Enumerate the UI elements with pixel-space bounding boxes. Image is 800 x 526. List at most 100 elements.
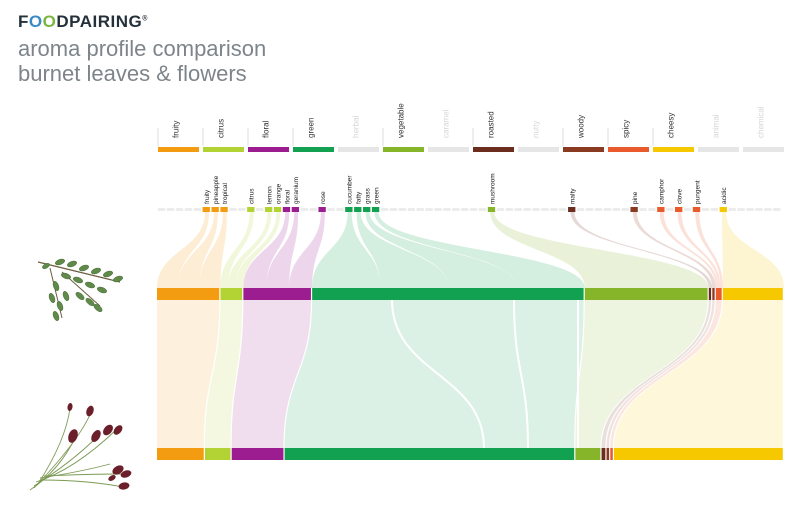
component-marker-pungent — [692, 207, 701, 212]
family-bar-woody — [563, 147, 604, 152]
bar-segment-vegetable — [575, 448, 601, 460]
component-marker-lemon — [264, 207, 273, 212]
flow-ribbon — [231, 300, 311, 448]
component-slot — [407, 208, 415, 211]
component-label-rose: rose — [320, 191, 327, 204]
flow-ribbon — [220, 212, 254, 288]
flow-ribbon — [235, 212, 281, 288]
flow-ribbon — [284, 300, 584, 448]
component-label-green: green — [373, 187, 380, 204]
component-slot — [380, 208, 389, 211]
component-slot — [166, 208, 175, 211]
flow-separator — [513, 299, 529, 449]
component-label-citrus: citrus — [249, 188, 256, 204]
bar-segment-citrus — [204, 448, 231, 460]
component-slot — [728, 208, 736, 211]
family-label-nutty: nutty — [532, 121, 541, 138]
component-slot — [425, 208, 433, 211]
flow-ribbon — [266, 212, 299, 288]
family-bar-spicy — [608, 147, 649, 152]
bar-segment-green — [312, 288, 584, 300]
component-slot — [773, 208, 781, 211]
page-title: aroma profile comparison — [18, 36, 267, 61]
component-marker-tropical — [220, 207, 228, 212]
component-slot — [175, 208, 184, 211]
component-label-tropical: tropical — [222, 182, 229, 204]
bar-segment-spicy — [610, 448, 613, 460]
component-layer: fruity pineapple tropical citrus lemon orange… — [158, 173, 781, 212]
family-label-herbal: herbal — [352, 116, 361, 138]
component-slot — [238, 208, 246, 211]
foodpairing-logo[interactable]: FOODPAIRING® — [18, 12, 148, 32]
component-marker-green — [371, 207, 380, 212]
flow-ribbon — [199, 212, 227, 288]
component-slot — [327, 208, 335, 211]
family-bar-floral — [248, 147, 289, 152]
flow-ribbon — [614, 300, 783, 448]
flow-ribbon — [374, 212, 585, 288]
logo-rest: DPAIRING — [56, 12, 143, 31]
component-label-camphor: camphor — [659, 178, 666, 204]
family-bar-citrus — [203, 147, 244, 152]
component-slot — [621, 208, 629, 211]
component-label-mushroom: mushroom — [489, 173, 496, 204]
flow-ribbon — [157, 212, 210, 288]
component-slot — [300, 208, 308, 211]
component-slot — [550, 208, 558, 211]
component-marker-pineapple — [211, 207, 219, 212]
family-bar-herbal — [338, 147, 379, 152]
component-label-lemon: lemon — [266, 186, 273, 204]
component-slot — [594, 208, 603, 211]
bar-segment-green — [284, 448, 575, 460]
bar-segment-spicy — [715, 288, 722, 300]
family-label-fruity: fruity — [172, 121, 181, 138]
component-marker-acidic — [719, 207, 727, 212]
flow-ribbon — [157, 300, 220, 448]
component-slot — [764, 208, 772, 211]
logo-o2: O — [42, 12, 57, 31]
logo-f: F — [18, 12, 29, 31]
family-label-spicy: spicy — [622, 120, 631, 138]
component-slot — [576, 208, 585, 211]
family-bar-nutty — [518, 147, 559, 152]
flow-separator — [391, 299, 485, 449]
component-slot — [505, 208, 513, 211]
component-slot — [443, 208, 451, 211]
family-bar-cheesy — [653, 147, 694, 152]
flow-ribbon — [677, 212, 721, 288]
flow-ribbon — [228, 212, 272, 288]
ingredient-bar-layer — [157, 288, 783, 460]
burnet-leaves-image — [37, 258, 123, 321]
bar-segment-floral — [243, 288, 311, 300]
component-label-fruity: fruity — [204, 189, 211, 204]
component-slot — [603, 208, 612, 211]
component-marker-rose — [318, 207, 326, 212]
component-slot — [701, 208, 710, 211]
family-bar-vegetable — [383, 147, 424, 152]
bar-segment-vegetable — [584, 288, 708, 300]
component-marker-mushroom — [487, 207, 496, 212]
family-bar-chemical — [743, 147, 784, 152]
flow-ribbon — [243, 212, 290, 288]
component-slot — [389, 208, 398, 211]
component-slot — [229, 208, 237, 211]
component-slot — [193, 208, 201, 211]
flow-ribbon — [178, 212, 218, 288]
component-label-pine: pine — [632, 191, 639, 204]
component-slot — [309, 208, 317, 211]
flow-ribbon — [659, 212, 719, 288]
flow-ribbon — [606, 300, 715, 448]
family-bar-green — [293, 147, 334, 152]
flow-ribbon — [356, 212, 449, 288]
flow-ribbon — [289, 212, 325, 288]
component-slot — [416, 208, 424, 211]
family-bar-fruity — [158, 147, 199, 152]
bar-segment-cheesy — [722, 288, 783, 300]
bar-segment-citrus — [220, 288, 243, 300]
flow-ribbon — [722, 212, 784, 288]
family-label-vegetable: vegetable — [397, 103, 406, 138]
flow-ribbon — [570, 212, 713, 288]
family-label-animal: animal — [712, 114, 721, 138]
component-slot — [532, 208, 540, 211]
